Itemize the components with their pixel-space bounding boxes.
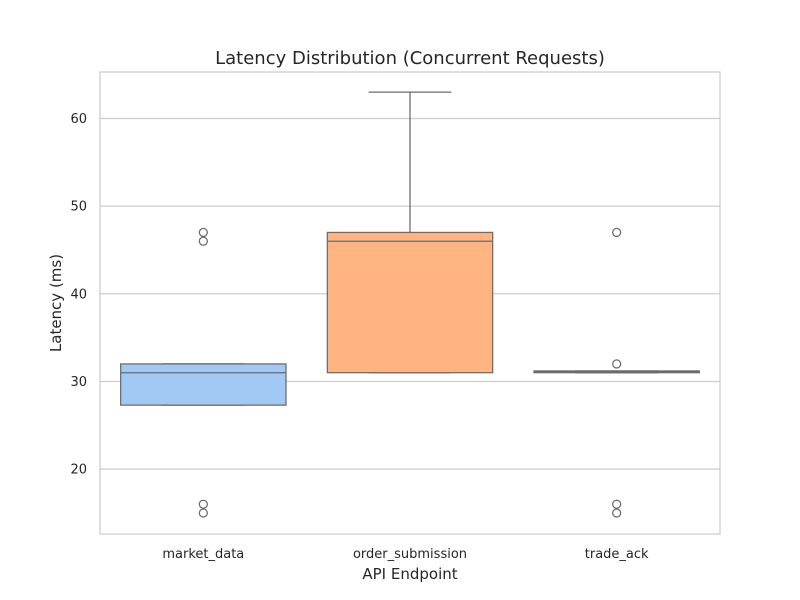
outlier-point [198,236,208,246]
y-tick-label: 30 [70,375,87,390]
box-group-order_submission [326,91,494,374]
box-iqr [120,363,287,406]
axis-ticks: 20 30 40 50 60 market_data order_submission tra… [70,112,649,562]
box-group-trade_ack [533,227,700,518]
y-tick-label: 40 [70,287,87,302]
outlier-point [198,227,208,238]
y-tick-label: 50 [70,200,87,215]
x-axis-label: API Endpoint [362,565,457,583]
x-tick-label: trade_ack [585,547,649,562]
outlier-point [612,227,622,238]
outlier-point [198,499,208,509]
box-iqr [326,231,494,374]
outlier-point [612,508,622,518]
x-tick-label: market_data [162,547,244,562]
box-group-market_data [120,227,287,518]
box-plots [120,91,700,518]
outlier-point [612,359,622,369]
x-tick-label: order_submission [353,547,467,562]
outlier-point [198,508,208,518]
outlier-point [612,499,622,509]
y-tick-label: 60 [70,112,87,127]
chart-title: Latency Distribution (Concurrent Request… [215,48,605,69]
plot-area-frame [99,71,721,535]
y-tick-label: 20 [70,463,87,478]
y-axis-label: Latency (ms) [47,254,65,352]
